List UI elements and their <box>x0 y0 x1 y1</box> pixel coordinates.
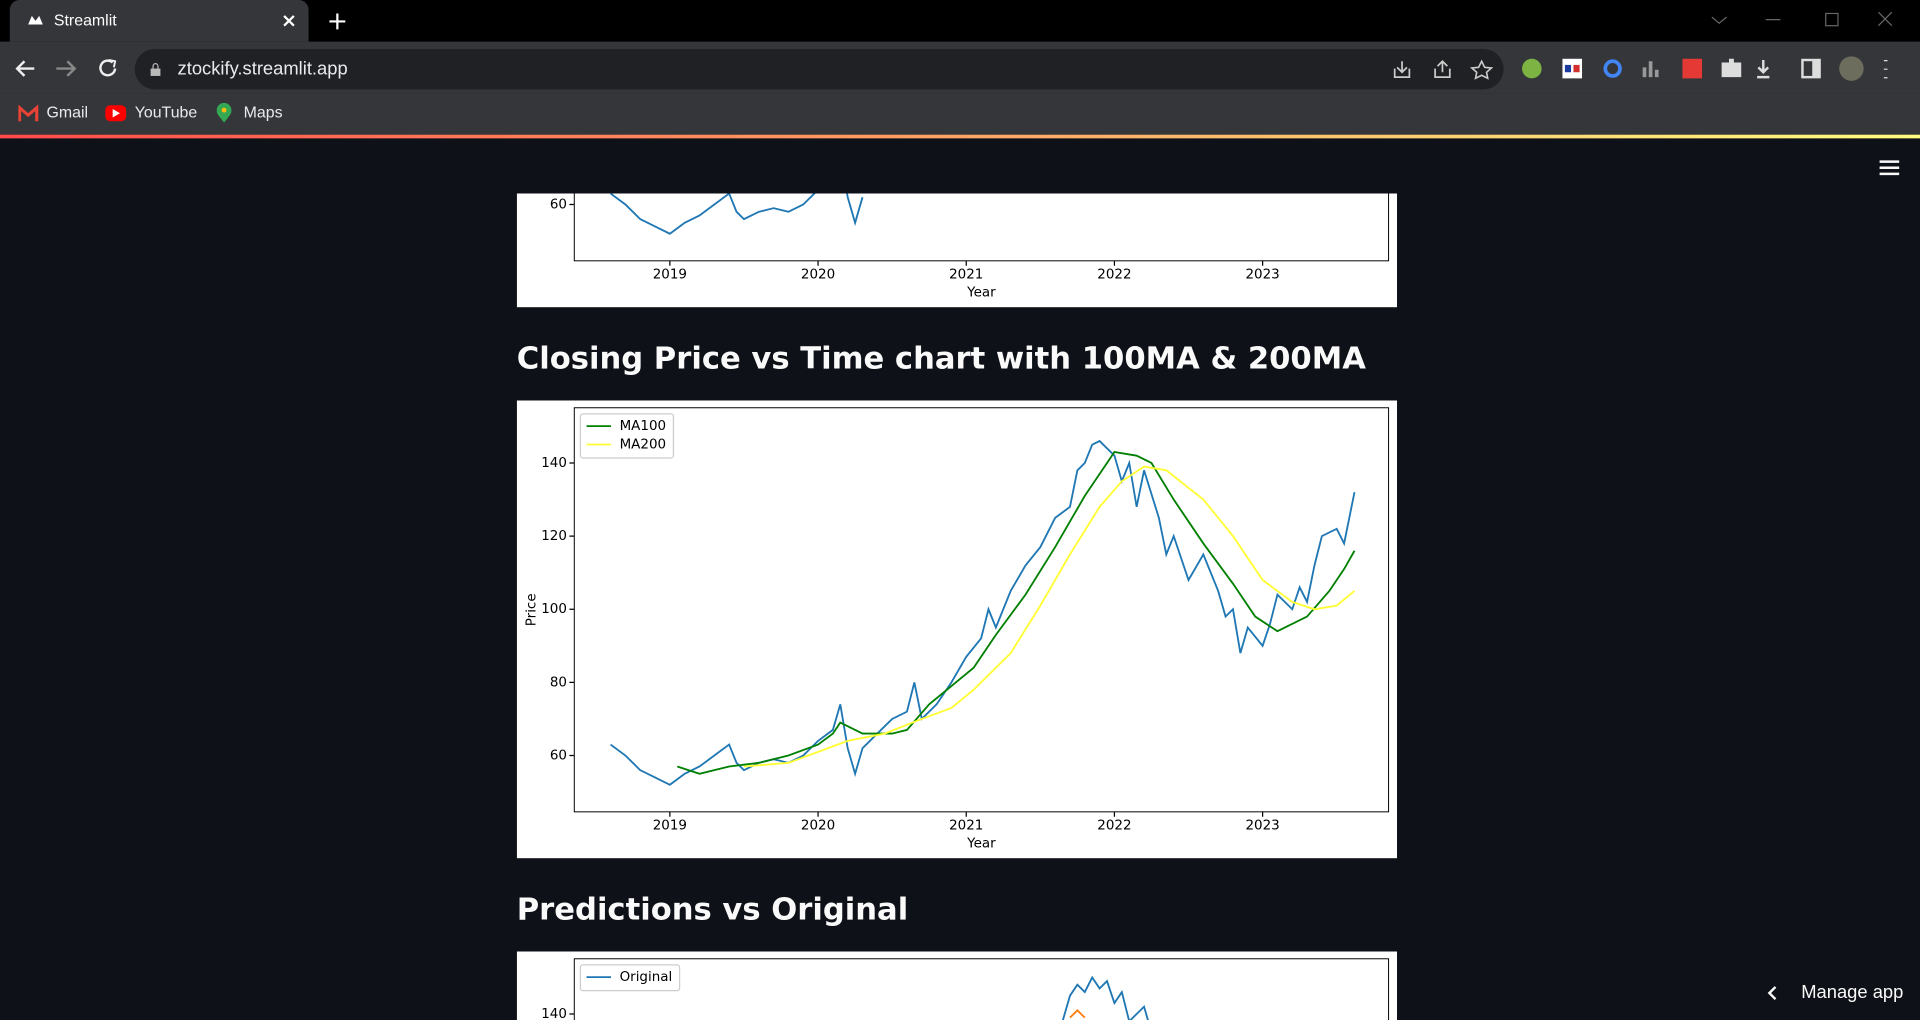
chart: 2019 2020 2021 2022 2023 60 80 100 120 140 Year Pri… <box>516 400 1398 859</box>
series-line <box>1061 975 1149 1020</box>
extensions[interactable] <box>1518 55 1910 84</box>
y-tick-label: 60 <box>550 749 567 764</box>
bookmarks-bar <box>0 93 1920 135</box>
chart-frame: 2019 2020 2021 2022 2023 60 Year <box>516 193 1398 308</box>
address-bar[interactable]: ztockify.streamlit.app <box>134 48 1504 90</box>
legend-box <box>579 413 675 459</box>
x-axis-label: Year <box>966 286 996 301</box>
series-line <box>1069 1009 1086 1019</box>
tab-title: Streamlit <box>53 11 117 30</box>
bookmark[interactable]: YouTube <box>134 102 198 122</box>
axes-frame <box>573 193 1390 262</box>
x-tick-label: 2021 <box>949 818 983 833</box>
series-line <box>743 465 1356 768</box>
tab-icon <box>28 15 43 25</box>
window-controls[interactable] <box>1702 10 1910 32</box>
tab-bar <box>0 0 1920 42</box>
section-heading: Closing Price vs Time chart with 100MA &… <box>516 340 1366 376</box>
series-line <box>676 451 1356 775</box>
y-tick-label: 60 <box>550 198 567 213</box>
x-tick-label: 2020 <box>801 818 835 833</box>
bookmark[interactable]: Maps <box>243 102 283 122</box>
x-tick-label: 2019 <box>653 818 687 833</box>
y-tick-label: 100 <box>541 602 567 617</box>
chart: 2019 2020 2021 2022 2023 60 Year <box>516 193 1398 308</box>
y-tick-label: 120 <box>541 529 567 544</box>
section-heading: Predictions vs Original <box>516 891 909 927</box>
manage-app-button[interactable]: Manage app <box>1751 974 1911 1012</box>
url: ztockify.streamlit.app <box>177 58 348 80</box>
x-tick-label: 2023 <box>1245 267 1279 282</box>
series-line <box>610 193 864 235</box>
bookmark-icons <box>18 102 232 123</box>
legend-box <box>579 964 681 992</box>
menu-button[interactable] <box>1878 159 1900 176</box>
chevron <box>1767 986 1777 1001</box>
legend-label: MA200 <box>620 437 666 452</box>
tab[interactable]: Streamlit <box>9 0 309 42</box>
chart-frame: 140 Original <box>516 951 1398 1020</box>
manage-app-label: Manage app <box>1801 982 1904 1003</box>
legend-label: Original <box>620 970 673 985</box>
app-decoration <box>0 134 1920 139</box>
axes-frame <box>573 958 1390 1020</box>
y-tick-label: 140 <box>541 456 567 471</box>
y-tick-label: 80 <box>550 675 567 690</box>
chart-frame: 2019 2020 2021 2022 2023 60 80 100 120 140 Year Pri… <box>516 400 1398 859</box>
tab-close[interactable] <box>282 13 297 28</box>
nav-buttons[interactable] <box>12 56 122 80</box>
x-tick-label: 2023 <box>1245 818 1279 833</box>
y-tick-label: 140 <box>541 1007 567 1020</box>
x-tick-label: 2021 <box>949 267 983 282</box>
x-tick-label: 2022 <box>1097 267 1131 282</box>
address-actions[interactable] <box>1391 59 1494 81</box>
y-axis-label: Price <box>524 593 539 626</box>
lock-icon <box>150 63 161 76</box>
x-axis-label: Year <box>966 837 996 852</box>
new-tab[interactable] <box>328 12 346 30</box>
x-tick-label: 2020 <box>801 267 835 282</box>
x-tick-label: 2022 <box>1097 818 1131 833</box>
bookmark[interactable]: Gmail <box>46 102 89 122</box>
chart: 140 Original <box>516 951 1398 1020</box>
x-tick-label: 2019 <box>653 267 687 282</box>
legend-label: MA100 <box>620 419 666 434</box>
